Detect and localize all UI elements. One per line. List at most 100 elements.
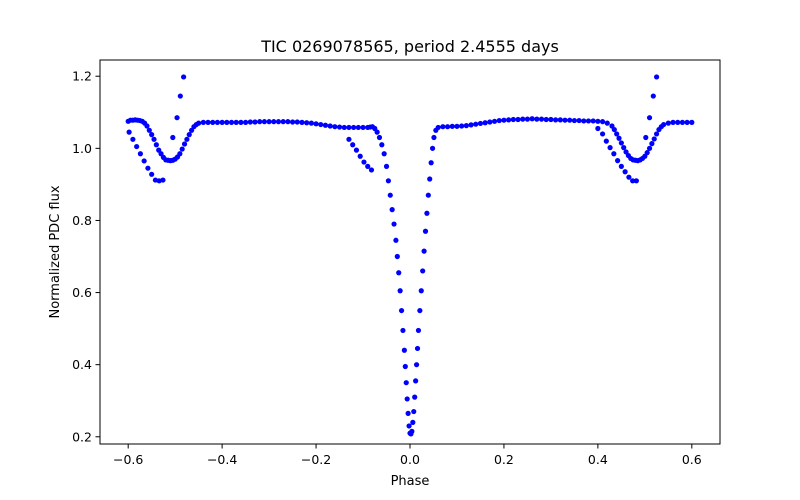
data-point: [650, 93, 656, 99]
data-point: [607, 145, 613, 151]
data-point: [351, 124, 357, 131]
data-point: [361, 159, 367, 165]
data-point: [425, 192, 431, 198]
data-point: [440, 124, 446, 130]
data-point: [299, 119, 305, 125]
data-point: [643, 134, 649, 141]
data-point: [308, 120, 314, 126]
data-point: [149, 171, 155, 177]
data-point: [381, 151, 387, 157]
data-point: [618, 163, 624, 169]
data-points-group: [125, 74, 695, 437]
data-point: [444, 124, 451, 130]
data-point: [595, 125, 601, 132]
data-point: [543, 116, 549, 123]
y-tick-label: 1.2: [72, 69, 92, 84]
data-point: [411, 408, 417, 415]
data-point: [160, 177, 166, 183]
data-point: [174, 115, 180, 121]
data-point: [415, 327, 422, 334]
data-point: [327, 123, 333, 129]
data-point: [454, 123, 460, 129]
data-point: [590, 118, 596, 124]
y-tick-label: 1.0: [72, 141, 92, 156]
data-point: [603, 138, 609, 144]
data-point: [611, 151, 617, 157]
data-point: [633, 178, 639, 184]
data-point: [562, 117, 568, 123]
data-point: [170, 134, 176, 141]
data-point: [435, 124, 441, 131]
data-point: [670, 119, 676, 125]
y-axis-label: Normalized PDC flux: [48, 185, 63, 318]
data-point: [398, 307, 405, 314]
x-tick-label: 0.4: [588, 452, 608, 467]
data-point: [405, 410, 411, 416]
data-point: [341, 124, 347, 131]
data-point: [406, 423, 412, 429]
y-tick-label: 0.8: [72, 213, 92, 228]
data-point: [653, 74, 660, 80]
data-point: [410, 419, 416, 425]
data-point: [520, 116, 526, 122]
data-point: [429, 145, 436, 151]
data-point: [126, 129, 132, 135]
data-point: [389, 207, 395, 213]
data-point: [599, 131, 606, 137]
y-tick-label: 0.6: [72, 285, 92, 300]
data-point: [184, 136, 190, 142]
data-point: [289, 119, 296, 125]
data-point: [346, 136, 352, 142]
data-point: [618, 140, 624, 146]
data-point: [219, 119, 225, 125]
data-point: [424, 210, 430, 216]
data-point: [238, 119, 244, 125]
data-point: [463, 123, 469, 129]
data-point: [271, 119, 277, 125]
data-point: [646, 115, 653, 121]
data-point: [449, 123, 455, 129]
data-point: [524, 116, 531, 122]
data-point: [595, 118, 601, 124]
x-tick-label: −0.2: [301, 452, 331, 467]
data-point: [412, 394, 418, 400]
data-point: [665, 120, 671, 126]
data-point: [422, 228, 429, 234]
data-point: [506, 117, 512, 123]
data-point: [153, 142, 159, 148]
data-point: [376, 134, 383, 141]
data-point: [385, 178, 391, 184]
data-point: [630, 178, 636, 184]
data-point: [145, 165, 151, 171]
data-point: [304, 120, 310, 126]
data-point: [420, 268, 426, 274]
data-point: [548, 116, 554, 123]
data-point: [400, 327, 406, 334]
data-point: [468, 122, 474, 128]
data-point: [355, 124, 361, 131]
data-point: [459, 123, 465, 129]
data-point: [496, 117, 502, 124]
data-point: [501, 117, 507, 123]
data-point: [421, 248, 427, 254]
data-point: [257, 119, 263, 125]
data-point: [275, 119, 282, 125]
data-point: [181, 74, 187, 80]
data-point: [332, 124, 338, 130]
data-point: [177, 93, 183, 99]
data-point: [482, 120, 488, 126]
x-axis-ticks: −0.6 −0.4 −0.2 0.0 0.2 0.4 0.6: [113, 444, 702, 467]
data-point: [350, 142, 356, 148]
data-point: [679, 119, 686, 125]
data-point: [214, 119, 221, 125]
data-point: [318, 121, 324, 128]
data-point: [294, 119, 300, 125]
data-point: [247, 119, 253, 125]
data-point: [428, 160, 434, 166]
data-point: [611, 126, 617, 133]
data-point: [393, 237, 399, 243]
data-point: [403, 380, 409, 386]
data-point: [402, 363, 408, 370]
data-point: [144, 123, 150, 129]
data-point: [177, 151, 183, 157]
